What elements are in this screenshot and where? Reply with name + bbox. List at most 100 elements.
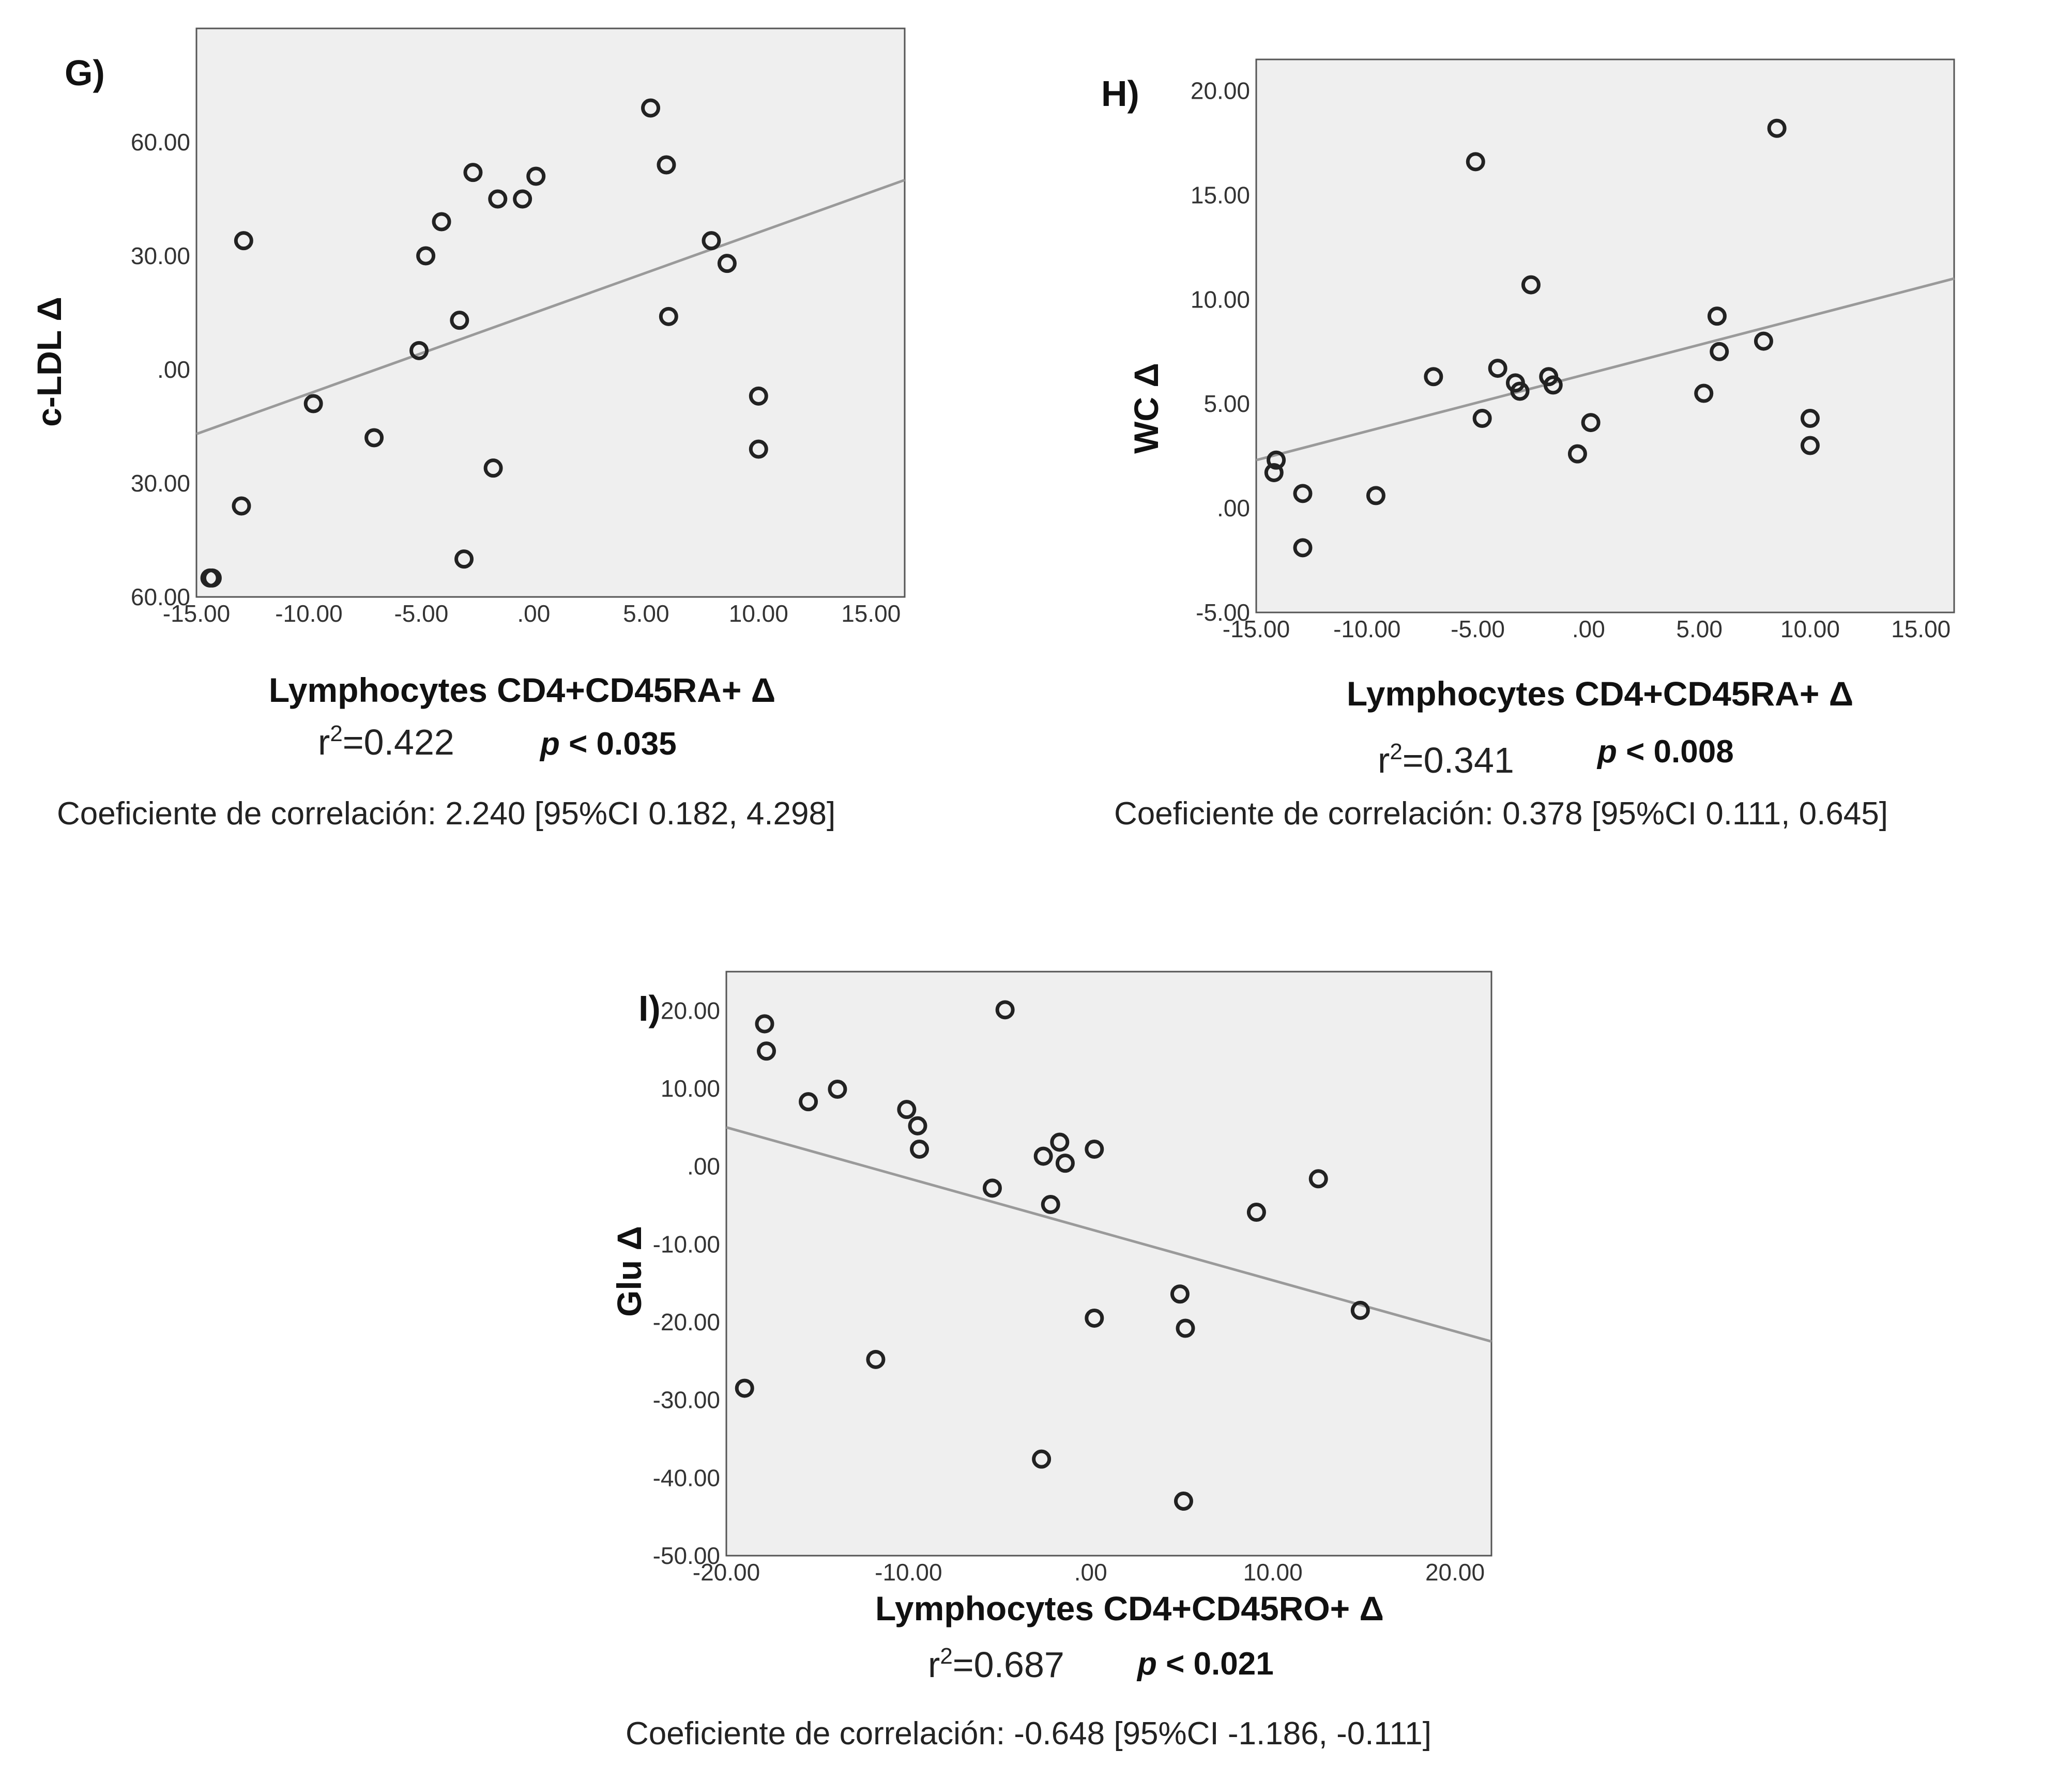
panel-g-p-value: p < 0.035 [539, 726, 677, 762]
panel-g-r-squared: r2=0.422 [318, 721, 454, 762]
panel-i-data-point [1170, 1284, 1190, 1304]
panel-g-label: G) [65, 53, 105, 93]
panel-g-data-point [409, 341, 429, 360]
panel-i-data-point [1041, 1194, 1060, 1214]
panel-i-data-point [1055, 1154, 1075, 1173]
panel-h-y-tick-label: 10.00 [1191, 286, 1250, 313]
panel-i-data-point [908, 1116, 927, 1135]
panel-h-label: H) [1101, 73, 1139, 114]
panel-i-y-tick-label: -10.00 [653, 1231, 720, 1257]
panel-g-x-tick-label: -15.00 [163, 600, 230, 627]
panel-g-y-tick-label: 30.00 [131, 242, 190, 269]
panel-g-x-ticks: -15.00 -10.00 -5.00 .00 5.00 10.00 15.00 [163, 600, 901, 627]
panel-h-x-ticks: -15.00 -10.00 -5.00 .00 5.00 10.00 15.00 [1223, 616, 1951, 642]
panel-i-plot-area [725, 971, 1492, 1557]
panel-g-data-point [483, 458, 503, 478]
panel-i-x-ticks: -20.00 -10.00 .00 10.00 20.00 [693, 1559, 1485, 1586]
panel-i-data-point [1085, 1140, 1104, 1159]
panel-g-x-tick-label: 5.00 [623, 600, 669, 627]
panel-h-x-tick-label: -5.00 [1451, 616, 1505, 642]
panel-i-data-point [755, 1014, 774, 1034]
panel-g-data-point [702, 231, 721, 251]
panel-h-x-tick-label: 5.00 [1676, 616, 1723, 642]
panel-g-data-point [450, 311, 469, 330]
panel-g-data-point [641, 98, 661, 118]
panel-i-y-tick-label: -40.00 [653, 1464, 720, 1491]
panel-i-data-point [995, 1000, 1015, 1020]
panel-i-y-tick-label: 10.00 [661, 1075, 720, 1102]
panel-g-data-point [416, 246, 436, 266]
panel-i-r-squared: r2=0.687 [928, 1644, 1064, 1685]
panel-i-data-point [1085, 1308, 1104, 1328]
panel-h-y-tick-label: 5.00 [1203, 390, 1250, 417]
panel-g-y-tick-label: 60.00 [131, 129, 190, 156]
panel-h-x-tick-label: 15.00 [1891, 616, 1951, 642]
panel-g-data-point [657, 155, 676, 175]
panel-i-y-tick-label: -20.00 [653, 1309, 720, 1335]
panel-h: -15.00 -10.00 -5.00 .00 5.00 10.00 15.00 20.00… [1101, 58, 1955, 832]
panel-i-y-tick-label: -30.00 [653, 1387, 720, 1414]
panel-i-correlation-coefficient: Coeficiente de correlación: -0.648 [95%C… [626, 1716, 1431, 1752]
panel-g-correlation-coefficient: Coeficiente de correlación: 2.240 [95%CI… [57, 796, 835, 832]
panel-h-y-tick-label: 15.00 [1191, 181, 1250, 208]
panel-g-plot-area [195, 27, 906, 598]
panel-h-x-tick-label: -10.00 [1333, 616, 1400, 642]
panel-h-x-tick-label: -15.00 [1223, 616, 1290, 642]
panel-h-data-point [1543, 375, 1563, 395]
panel-g-x-axis-title: Lymphocytes CD4+CD45RA+ Δ [269, 671, 775, 709]
panel-i-regression-line [726, 1126, 1492, 1343]
panel-h-x-tick-label: .00 [1572, 616, 1605, 642]
panel-h-data-point [1581, 413, 1601, 433]
panel-i-data-point [866, 1349, 886, 1369]
panel-g-data-point [513, 189, 532, 209]
panel-h-data-point [1472, 408, 1492, 428]
panel-h-y-axis-title: WC Δ [1127, 363, 1165, 454]
panel-g-x-tick-label: -5.00 [394, 600, 448, 627]
panel-g-y-axis-title: c-LDL Δ [30, 297, 68, 427]
panel-h-plot-area [1255, 58, 1955, 613]
panel-i-y-tick-label: 20.00 [661, 997, 720, 1024]
panel-h-data-point [1767, 118, 1787, 138]
panel-h-y-ticks: 20.00 15.00 10.00 5.00 .00 -5.00 [1191, 78, 1250, 626]
panel-g-data-point [488, 189, 508, 209]
panel-g-points [200, 98, 768, 588]
panel-g-y-ticks: 60.00 30.00 .00 30.00 60.00 [131, 129, 190, 610]
panel-i-x-tick-label: .00 [1074, 1559, 1107, 1586]
panel-i-data-point [910, 1140, 930, 1159]
panel-i-y-ticks: 20.00 10.00 .00 -10.00 -20.00 -30.00 -40.00 -50… [653, 997, 720, 1569]
panel-h-data-point [1366, 486, 1385, 505]
panel-h-y-tick-label: -5.00 [1196, 599, 1250, 626]
panel-g-data-point [526, 166, 546, 186]
panel-i-data-point [1050, 1132, 1070, 1152]
panel-h-data-point [1466, 152, 1485, 172]
panel-i-x-tick-label: -20.00 [693, 1559, 760, 1586]
panel-g-data-point [749, 439, 768, 459]
panel-h-data-point [1567, 444, 1587, 464]
panel-g-data-point [432, 212, 451, 232]
panel-h-points [1264, 118, 1820, 558]
panel-h-data-point [1800, 436, 1820, 455]
panel-h-x-tick-label: 10.00 [1780, 616, 1840, 642]
panel-i-y-tick-label: -50.00 [653, 1542, 720, 1569]
panel-i-data-point [1033, 1146, 1053, 1166]
panel-h-data-point [1521, 275, 1541, 295]
panel-i-x-tick-label: 10.00 [1243, 1559, 1303, 1586]
panel-h-data-point [1510, 381, 1530, 401]
panel-g-data-point [202, 568, 222, 588]
panel-h-y-tick-label: 20.00 [1191, 78, 1250, 104]
panel-h-data-point [1293, 484, 1313, 503]
panel-i-data-point [735, 1378, 754, 1398]
panel-h-data-point [1488, 359, 1507, 378]
panel-i-x-axis-title: Lymphocytes CD4+CD45RO+ Δ [875, 1589, 1384, 1627]
panel-i-data-point [828, 1080, 847, 1099]
panel-g-data-point [463, 163, 483, 182]
panel-h-data-point [1707, 306, 1727, 326]
panel-g-x-tick-label: 10.00 [729, 600, 788, 627]
panel-h-correlation-coefficient: Coeficiente de correlación: 0.378 [95%CI… [1114, 796, 1888, 832]
panel-h-data-point [1694, 383, 1714, 403]
panel-g-data-point [749, 386, 768, 406]
panel-h-data-point [1293, 538, 1313, 558]
panel-i-data-point [982, 1178, 1002, 1198]
panel-g-data-point [364, 428, 384, 448]
